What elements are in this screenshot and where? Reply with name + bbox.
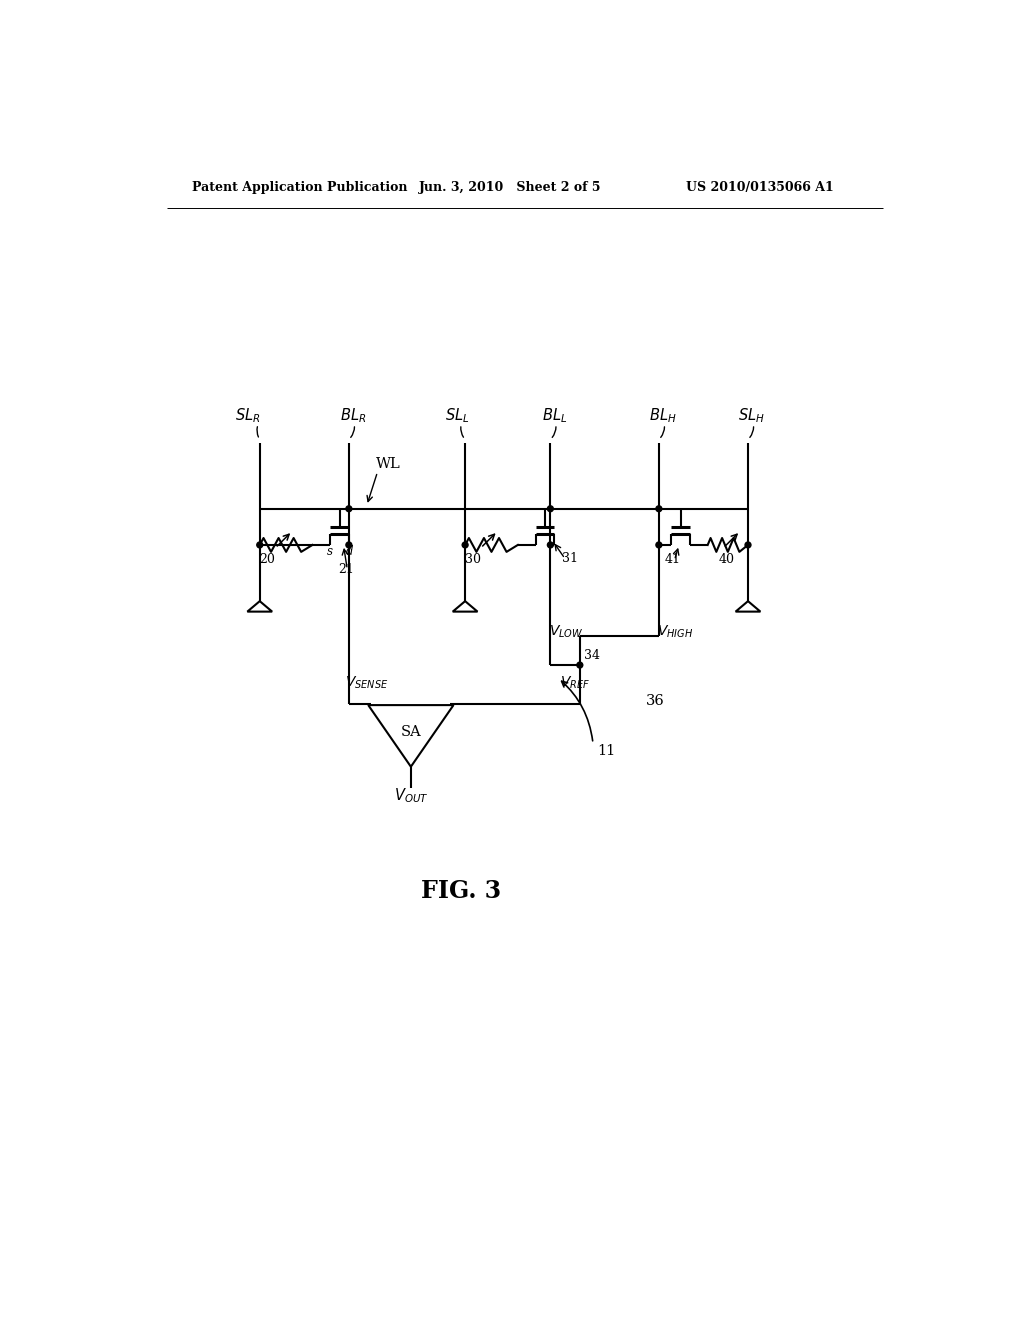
Text: FIG. 3: FIG. 3 bbox=[421, 879, 502, 903]
Text: $V_{REF}$: $V_{REF}$ bbox=[560, 675, 591, 692]
Text: $SL_L$: $SL_L$ bbox=[445, 407, 470, 425]
Text: s: s bbox=[327, 545, 333, 558]
Text: $BL_H$: $BL_H$ bbox=[649, 407, 677, 425]
Text: 40: 40 bbox=[719, 553, 735, 566]
Circle shape bbox=[656, 506, 662, 512]
Text: $V_{SENSE}$: $V_{SENSE}$ bbox=[345, 675, 388, 692]
Circle shape bbox=[548, 543, 553, 548]
Text: $SL_R$: $SL_R$ bbox=[236, 407, 261, 425]
Circle shape bbox=[346, 506, 352, 512]
Text: 20: 20 bbox=[259, 553, 275, 566]
Text: 41: 41 bbox=[665, 553, 681, 566]
Text: WL: WL bbox=[376, 457, 400, 471]
Circle shape bbox=[548, 506, 553, 512]
Circle shape bbox=[577, 663, 583, 668]
Text: $V_{HIGH}$: $V_{HIGH}$ bbox=[657, 624, 693, 640]
Text: US 2010/0135066 A1: US 2010/0135066 A1 bbox=[686, 181, 834, 194]
Text: $V_{OUT}$: $V_{OUT}$ bbox=[393, 787, 428, 805]
Text: Jun. 3, 2010   Sheet 2 of 5: Jun. 3, 2010 Sheet 2 of 5 bbox=[419, 181, 601, 194]
Text: 34: 34 bbox=[585, 649, 600, 661]
Circle shape bbox=[656, 543, 662, 548]
Text: Patent Application Publication: Patent Application Publication bbox=[191, 181, 408, 194]
Circle shape bbox=[745, 543, 751, 548]
Text: $SL_H$: $SL_H$ bbox=[738, 407, 765, 425]
Circle shape bbox=[346, 543, 352, 548]
Text: 36: 36 bbox=[645, 694, 665, 708]
Text: SA: SA bbox=[400, 725, 421, 739]
Text: 11: 11 bbox=[597, 744, 615, 758]
Text: $V_{LOW}$: $V_{LOW}$ bbox=[549, 624, 584, 640]
Text: 31: 31 bbox=[562, 552, 578, 565]
Circle shape bbox=[462, 543, 468, 548]
Text: 21: 21 bbox=[338, 562, 353, 576]
Text: d: d bbox=[346, 545, 353, 558]
Text: $BL_R$: $BL_R$ bbox=[340, 407, 366, 425]
Text: $BL_L$: $BL_L$ bbox=[542, 407, 567, 425]
Text: 30: 30 bbox=[465, 553, 481, 566]
Circle shape bbox=[257, 543, 263, 548]
